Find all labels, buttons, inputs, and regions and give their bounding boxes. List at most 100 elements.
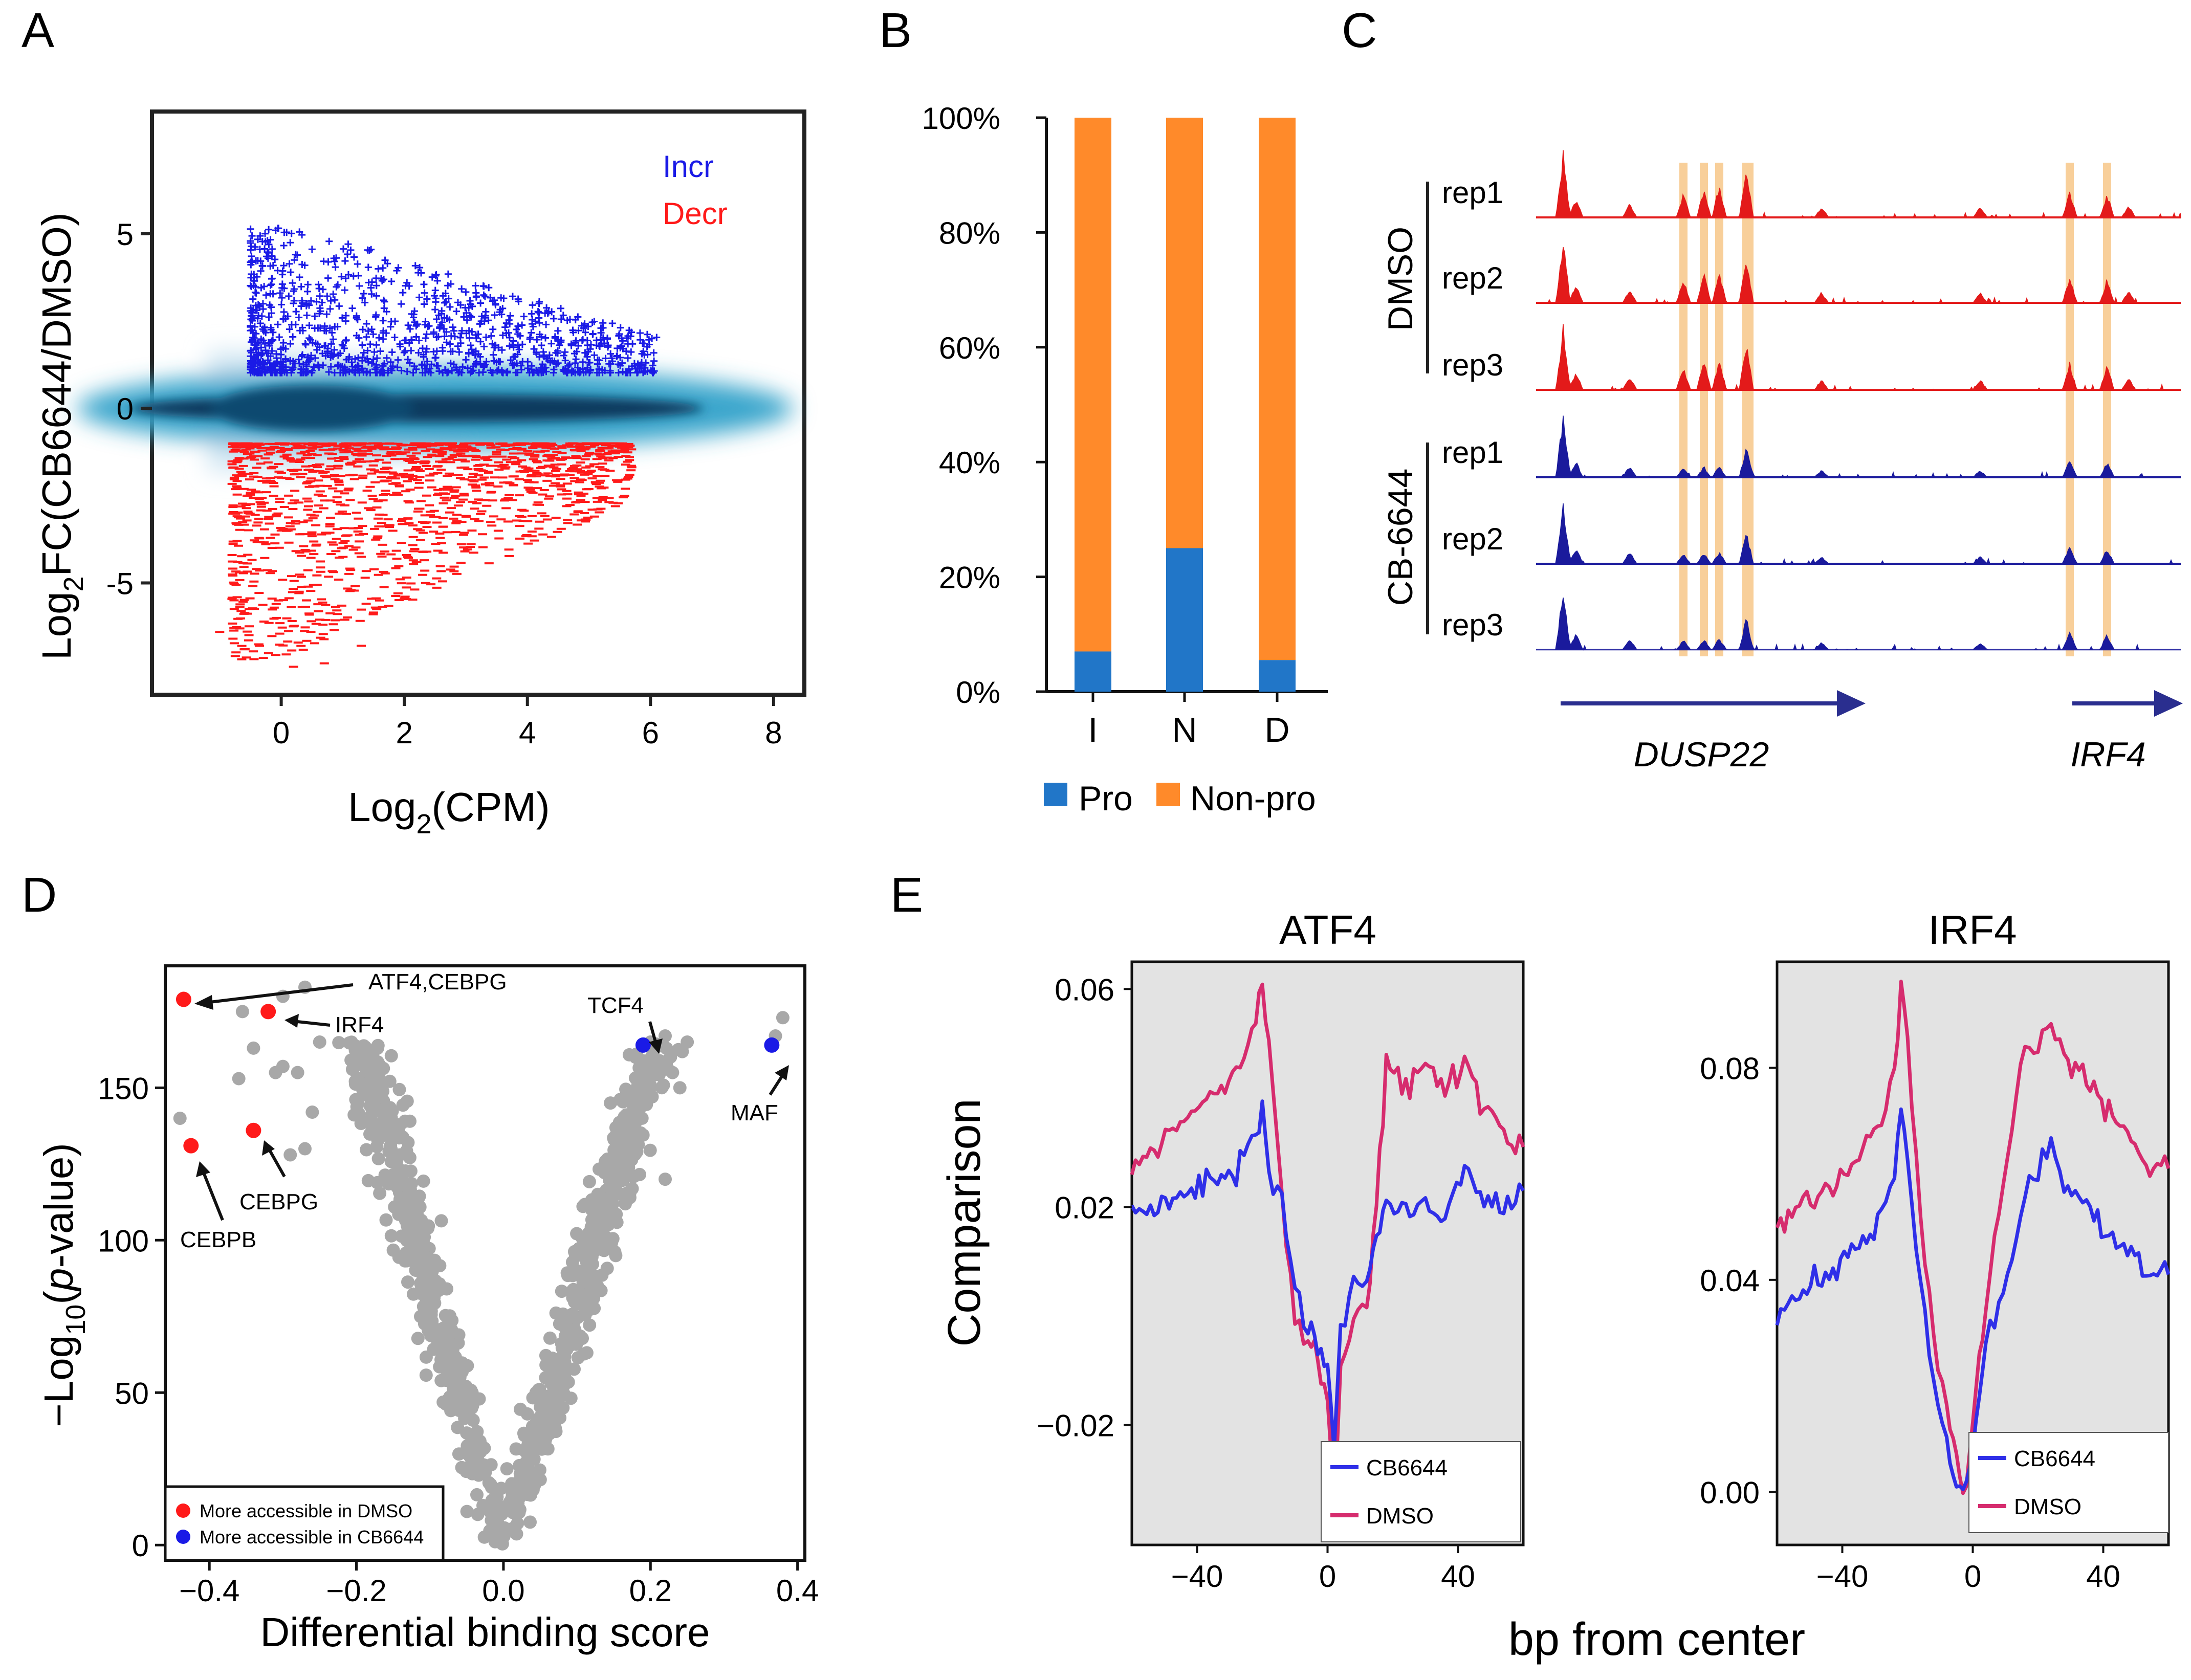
incr-point [290, 288, 297, 295]
incr-point [251, 289, 259, 296]
incr-point [453, 307, 461, 315]
incr-point [465, 327, 473, 335]
incr-point [368, 360, 376, 367]
incr-point [373, 361, 380, 369]
footprint-irf4: IRF4 0.08 0.04 0.00 −40 0 40 CB6644 DMSO [1700, 907, 2171, 1594]
xlabel-sub: 2 [416, 809, 431, 839]
incr-point [619, 368, 626, 375]
incr-point [393, 363, 401, 371]
ma-density-cloud [77, 350, 794, 472]
incr-point [438, 307, 446, 315]
highlight-point-atf4-cebpg [176, 991, 191, 1007]
incr-point [414, 349, 422, 357]
gray-point [472, 1468, 486, 1482]
incr-point [287, 366, 295, 374]
incr-point [305, 322, 313, 329]
incr-point [356, 282, 363, 290]
gray-point [619, 1165, 632, 1179]
incr-point [480, 343, 488, 350]
irf4-gene-arrow [2072, 690, 2183, 717]
incr-point [549, 357, 556, 365]
incr-point [413, 320, 421, 328]
incr-point [607, 350, 615, 358]
rep-label: rep1 [1442, 435, 1503, 470]
incr-point [327, 363, 335, 371]
incr-point [289, 279, 296, 287]
incr-point [283, 229, 291, 236]
group-dmso: DMSO [1381, 227, 1420, 331]
incr-point [268, 252, 276, 260]
incr-point [399, 289, 407, 297]
incr-point [367, 246, 375, 253]
incr-point [587, 341, 595, 348]
incr-points [247, 225, 661, 377]
incr-point [491, 311, 498, 319]
incr-point [443, 369, 451, 377]
incr-point [249, 295, 257, 303]
track-signal [1536, 415, 2181, 478]
highlight-band [1715, 163, 1723, 656]
incr-point [369, 356, 377, 363]
gray-point [681, 1035, 694, 1049]
incr-point [341, 365, 349, 373]
gray-point [587, 1223, 601, 1237]
incr-point [584, 323, 592, 330]
gray-point [581, 1243, 595, 1257]
incr-point [342, 336, 350, 344]
ann-irf4: IRF4 [335, 1012, 384, 1037]
incr-point [455, 348, 463, 356]
gray-point [347, 1108, 361, 1122]
panel-d-volcano: ATF4,CEBPG IRF4 TCF4 MAF CEBPG CEBPB Mor… [36, 964, 819, 1655]
incr-point [482, 334, 490, 341]
incr-point [341, 257, 349, 265]
incr-point [295, 356, 302, 363]
y-tick-label: 5 [117, 217, 134, 252]
gray-point [305, 1106, 319, 1119]
gray-point [570, 1286, 583, 1300]
x-tick-label: I [1088, 711, 1098, 749]
incr-point [333, 254, 340, 262]
incr-point [387, 323, 395, 330]
incr-point [274, 267, 281, 274]
gray-point [636, 1098, 650, 1112]
incr-point [341, 286, 348, 294]
replicate-labels: rep1 rep2 rep3 rep1 rep2 rep3 [1442, 175, 1503, 642]
xlabel-cpm: (CPM) [432, 784, 550, 830]
irf4-x-ticks: −40 0 40 [1816, 1545, 2120, 1594]
incr-point [267, 281, 274, 289]
legend-cb: More accessible in CB6644 [200, 1527, 424, 1548]
incr-point [586, 345, 594, 353]
incr-point [268, 347, 276, 355]
gray-point [384, 1049, 398, 1063]
incr-point [545, 351, 553, 359]
atf4-lines [1130, 982, 1525, 1523]
incr-point [456, 334, 464, 342]
incr-point [578, 322, 585, 329]
gray-point [447, 1379, 461, 1393]
highlight-band [1700, 163, 1708, 656]
gray-point [482, 1476, 496, 1490]
incr-point [412, 333, 420, 341]
incr-point [348, 366, 356, 374]
gray-point [555, 1285, 568, 1298]
arrowhead-cebpb [196, 1161, 210, 1177]
gray-point [588, 1273, 602, 1287]
gray-point [471, 1508, 485, 1521]
incr-point [555, 336, 562, 343]
incr-point [248, 270, 255, 278]
y-tick-label: 150 [98, 1071, 149, 1106]
gray-point [660, 1042, 673, 1055]
incr-point [256, 320, 264, 327]
incr-point [537, 368, 545, 375]
gray-point [605, 1236, 619, 1250]
gray-point [351, 1097, 364, 1111]
gray-point [609, 1121, 623, 1135]
incr-point [645, 336, 653, 344]
incr-point [485, 284, 493, 292]
incr-point [509, 293, 516, 300]
y-tick-label: 60% [939, 331, 1000, 365]
incr-point [597, 329, 605, 337]
panel-d-legend: More accessible in DMSO More accessible … [164, 1485, 445, 1562]
incr-point [252, 330, 260, 338]
gray-point [609, 1249, 623, 1263]
